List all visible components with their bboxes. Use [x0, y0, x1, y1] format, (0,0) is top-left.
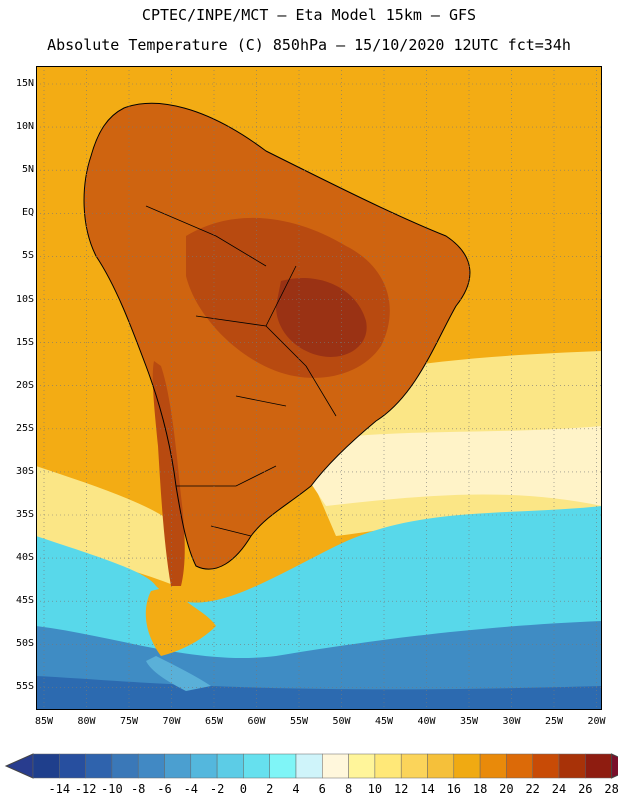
colorbar-tick-label: -4 [183, 782, 199, 796]
latitude-label: 50S [15, 638, 34, 650]
colorbar-tick-label: -6 [157, 782, 172, 796]
latitude-label: 5N [21, 164, 34, 176]
colorbar-swatch [269, 753, 297, 779]
colorbar-swatch [427, 753, 455, 779]
colorbar-tick-label: 16 [446, 782, 462, 796]
longitude-label: 40W [417, 716, 436, 727]
map-title-line2: Absolute Temperature (C) 850hPa – 15/10/… [47, 36, 571, 54]
longitude-label: 45W [374, 716, 394, 727]
longitude-label: 80W [77, 716, 96, 727]
colorbar-tick-label: 4 [292, 782, 300, 796]
coastline [83, 102, 471, 570]
longitude-label: 35W [459, 716, 479, 727]
colorbar-swatch [532, 753, 560, 779]
latitude-label: 55S [15, 681, 34, 693]
colorbar-swatch [374, 753, 402, 779]
colorbar-swatch [295, 753, 323, 779]
longitude-label: 85W [34, 716, 54, 727]
map-title-line1: CPTEC/INPE/MCT – Eta Model 15km – GFS [141, 6, 477, 24]
colorbar-tick-label: -8 [130, 782, 146, 796]
longitude-label: 20W [587, 716, 606, 727]
colorbar-swatch [111, 753, 139, 779]
colorbar-tick-label: -2 [209, 782, 225, 796]
latitude-label: 30S [15, 465, 34, 477]
colorbar-swatch [506, 753, 533, 779]
colorbar-tick-label: -10 [101, 782, 123, 796]
latitude-label: 45S [15, 595, 34, 607]
map-frame-border [36, 66, 602, 710]
latitude-label: 25S [15, 422, 34, 434]
colorbar-tick-label: 2 [266, 782, 274, 796]
colorbar-swatch [59, 753, 86, 779]
colorbar-tick-label: 22 [525, 782, 540, 796]
temperature-map [36, 66, 602, 710]
colorbar-under-triangle [4, 753, 34, 779]
colorbar-tick-label: 14 [420, 782, 435, 796]
latitude-label: 35S [15, 509, 34, 520]
colorbar-tick-label: -14 [48, 782, 71, 796]
andes-hot-strip [152, 361, 185, 586]
longitude-label: 65W [204, 716, 224, 727]
south-atlantic-cream-band [286, 426, 602, 506]
latitude-label: EQ [21, 207, 34, 219]
colorbar-swatch [243, 753, 270, 779]
graticule-grid [36, 66, 602, 710]
longitude-label: 25W [544, 716, 564, 727]
colorbar-swatch [32, 753, 60, 779]
colorbar-tick-label: 18 [472, 782, 488, 796]
temperature-colorbar [4, 753, 618, 779]
longitude-label: 55W [289, 716, 309, 727]
latitude-label: 15N [15, 78, 34, 89]
colorbar-swatch [479, 753, 507, 779]
colorbar-swatch [453, 753, 481, 779]
colorbar-tick-label: 20 [499, 782, 514, 796]
latitude-label: 20S [15, 379, 34, 391]
colorbar-tick-label: -12 [74, 782, 97, 796]
colorbar-swatch [348, 753, 376, 779]
colorbar-tick-label: 10 [367, 782, 383, 796]
colorbar-swatch [585, 753, 612, 779]
longitude-label: 50W [332, 716, 351, 727]
latitude-label: 10N [15, 121, 34, 133]
colorbar-over-triangle [611, 753, 618, 779]
longitude-label: 30W [502, 716, 521, 727]
colorbar-tick-label: 8 [344, 782, 353, 796]
longitude-label: 70W [162, 716, 181, 727]
southern-cone-warm [145, 586, 216, 656]
colorbar-tick-label: 24 [551, 782, 567, 796]
latitude-label: 15S [15, 336, 34, 348]
colorbar-tick-label: 0 [239, 782, 247, 796]
colorbar-swatch [164, 753, 192, 779]
latitude-label: 40S [15, 552, 34, 564]
colorbar-swatch [322, 753, 349, 779]
latitude-label: 5S [21, 250, 34, 262]
central-brazil-hottest [276, 277, 367, 357]
colorbar-swatch [400, 753, 428, 779]
colorbar-swatch [137, 753, 165, 779]
country-borders [145, 205, 337, 537]
colorbar-tick-label: 12 [393, 782, 409, 796]
colorbar-swatch [85, 753, 113, 779]
colorbar-swatch [558, 753, 586, 779]
colorbar-tick-label: 28 [604, 782, 618, 796]
tierra-del-fuego [146, 656, 211, 691]
longitude-label: 60W [247, 716, 266, 727]
latitude-label: 10S [15, 293, 34, 305]
colorbar-swatch [190, 753, 218, 779]
colorbar-tick-label: 6 [318, 782, 326, 796]
longitude-label: 75W [119, 716, 139, 727]
colorbar-tick-label: 26 [578, 782, 593, 796]
colorbar-swatch [216, 753, 244, 779]
